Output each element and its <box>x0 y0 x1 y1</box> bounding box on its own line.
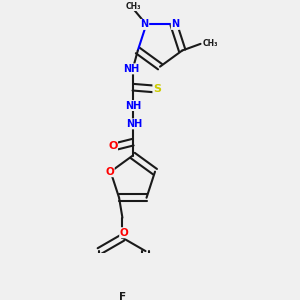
Text: S: S <box>153 84 161 94</box>
Text: NH: NH <box>125 100 141 110</box>
Text: CH₃: CH₃ <box>203 39 218 48</box>
Text: N: N <box>171 20 179 29</box>
Text: O: O <box>108 141 118 152</box>
Text: N: N <box>141 20 149 29</box>
Text: CH₃: CH₃ <box>126 2 142 10</box>
Text: NH: NH <box>123 64 139 74</box>
Text: O: O <box>105 167 114 177</box>
Text: F: F <box>119 292 126 300</box>
Text: NH: NH <box>126 119 142 129</box>
Text: O: O <box>120 228 128 238</box>
